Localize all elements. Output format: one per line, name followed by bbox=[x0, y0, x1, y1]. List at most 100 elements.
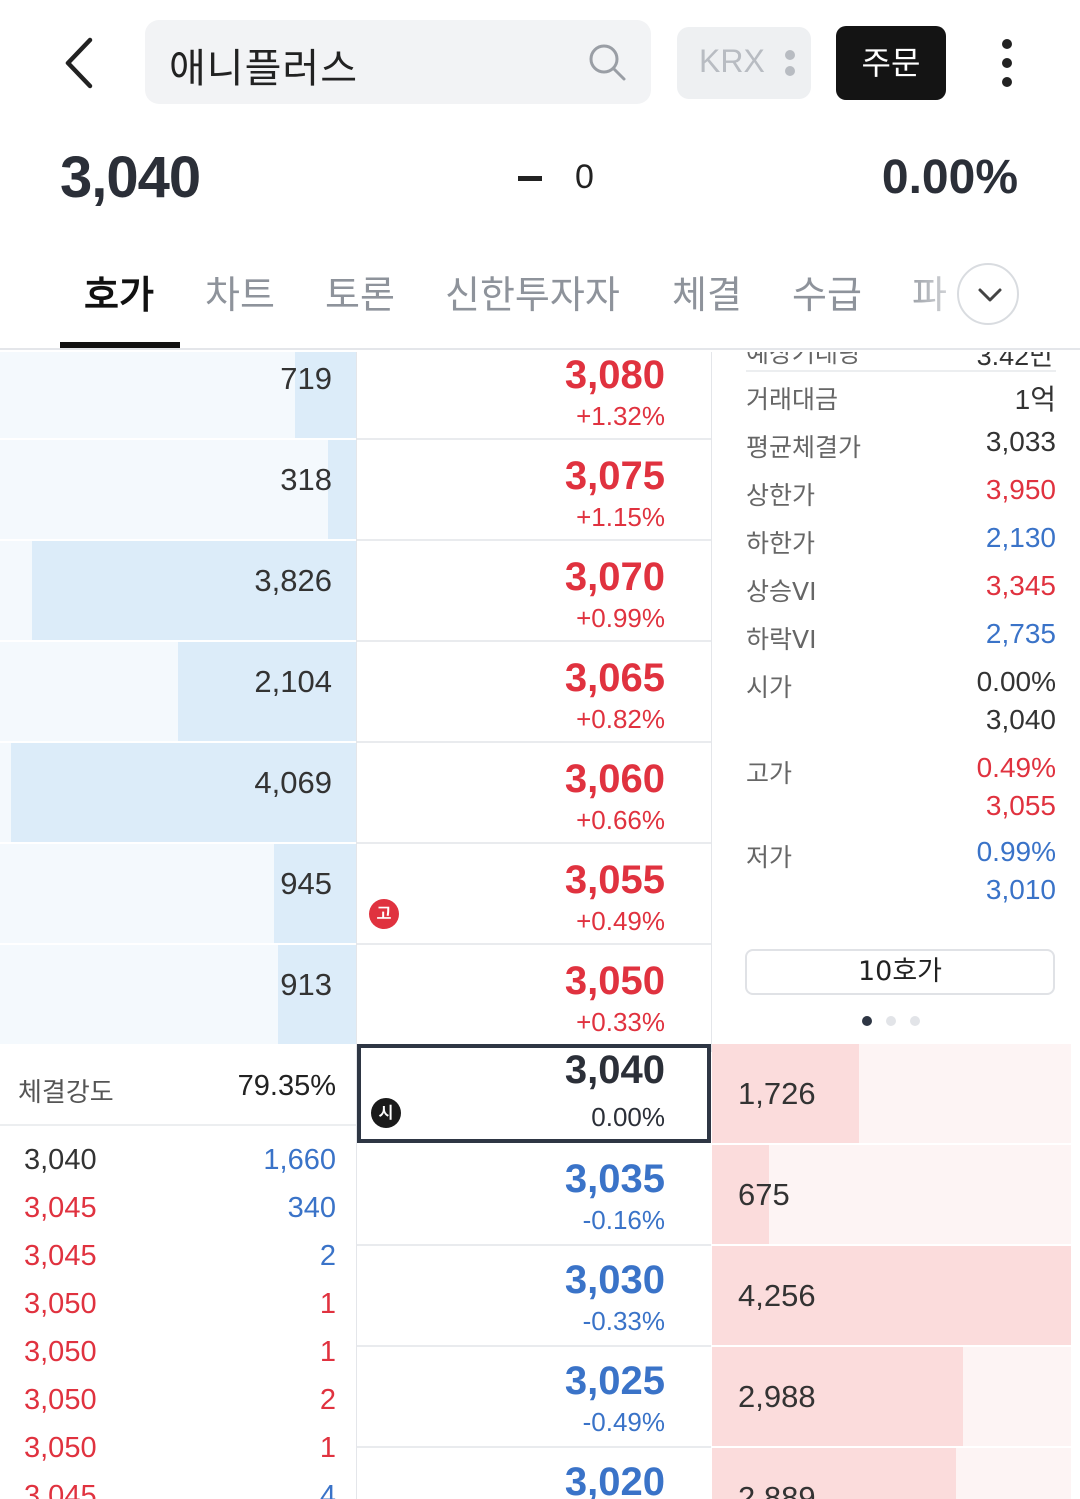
info-label: 저가 bbox=[746, 843, 793, 872]
strength-divider bbox=[0, 1124, 356, 1126]
price-change: 0 bbox=[575, 158, 594, 196]
info-label: 상승VI bbox=[746, 577, 817, 606]
current-price: 3,040 bbox=[60, 145, 201, 210]
more-menu-button[interactable] bbox=[990, 36, 1024, 92]
tab-discussion[interactable]: 토론 bbox=[325, 273, 395, 317]
current-price-cell[interactable]: 3,040 0.00% 시 bbox=[357, 1044, 711, 1143]
tab-chart[interactable]: 차트 bbox=[205, 273, 275, 317]
ask-volume-bar bbox=[11, 743, 356, 842]
trade-price: 3,050 bbox=[24, 1432, 97, 1464]
bid-row[interactable]: 4,256 bbox=[712, 1246, 1071, 1347]
search-value: 애니플러스 bbox=[169, 46, 358, 92]
ask-price-cell[interactable]: 3,060 +0.66% bbox=[357, 743, 711, 844]
trade-price: 3,045 bbox=[24, 1480, 97, 1499]
trade-quantity: 2 bbox=[319, 1240, 336, 1272]
pager-dot[interactable] bbox=[910, 1016, 920, 1026]
ask-price-percent: +0.66% bbox=[576, 805, 665, 835]
trade-quantity: 1 bbox=[319, 1336, 336, 1368]
bid-price-cell[interactable]: 3,030 -0.33% bbox=[357, 1246, 711, 1347]
ask-row[interactable]: 913 bbox=[0, 945, 356, 1046]
ask-quantity: 913 bbox=[280, 967, 332, 1002]
bid-price: 3,020 bbox=[564, 1460, 665, 1499]
bid-price: 3,030 bbox=[564, 1258, 665, 1302]
bid-row[interactable]: 675 bbox=[712, 1145, 1071, 1246]
panel-pager[interactable] bbox=[862, 1016, 932, 1030]
trade-quantity: 1 bbox=[319, 1288, 336, 1320]
top-bar: 애니플러스 KRX 주문 bbox=[0, 0, 1080, 124]
ask-row[interactable]: 719 bbox=[0, 352, 356, 440]
tabs-expand-button[interactable] bbox=[957, 263, 1019, 325]
ask-quantity: 318 bbox=[280, 462, 332, 497]
ten-level-button[interactable]: 10호가 bbox=[745, 949, 1055, 995]
bid-price: 3,025 bbox=[564, 1359, 665, 1403]
bid-row[interactable]: 1,726 bbox=[712, 1044, 1071, 1145]
ask-row[interactable]: 4,069 bbox=[0, 743, 356, 844]
ask-price-cell[interactable]: 3,050 +0.33% bbox=[357, 945, 711, 1046]
ask-price-percent: +1.15% bbox=[576, 502, 665, 532]
ask-price-cell[interactable]: 3,070 +0.99% bbox=[357, 541, 711, 642]
info-value: 2,130 bbox=[985, 522, 1056, 553]
info-value-expected-volume: 3.42만 bbox=[976, 352, 1054, 371]
bid-price-cell[interactable]: 3,035 -0.16% bbox=[357, 1145, 711, 1246]
info-value: 2,735 bbox=[985, 618, 1056, 649]
bid-price-cell[interactable]: 3,025 -0.49% bbox=[357, 1347, 711, 1448]
trade-price: 3,050 bbox=[24, 1336, 97, 1368]
pager-dot[interactable] bbox=[886, 1016, 896, 1026]
search-input[interactable]: 애니플러스 bbox=[145, 20, 651, 104]
bid-row[interactable]: 2,889 bbox=[712, 1448, 1071, 1499]
bid-price-percent: -0.33% bbox=[582, 1306, 665, 1336]
ask-price-cell[interactable]: 3,075 +1.15% bbox=[357, 440, 711, 541]
day-high-marker-icon: 고 bbox=[369, 899, 399, 929]
trade-price: 3,045 bbox=[24, 1240, 97, 1272]
ask-row[interactable]: 2,104 bbox=[0, 642, 356, 743]
bid-volume-bar bbox=[712, 1347, 963, 1446]
back-button[interactable] bbox=[56, 34, 106, 92]
ask-quantity: 719 bbox=[280, 361, 332, 396]
exchange-select-button[interactable]: KRX bbox=[677, 27, 811, 99]
bid-volume-bar bbox=[712, 1044, 859, 1143]
trade-price: 3,045 bbox=[24, 1192, 97, 1224]
info-value-pct: 0.00% bbox=[976, 666, 1056, 697]
tab-supply-demand[interactable]: 수급 bbox=[792, 273, 862, 317]
info-value-price: 3,040 bbox=[985, 704, 1056, 735]
bid-row[interactable]: 2,988 bbox=[712, 1347, 1071, 1448]
info-row-lower-vi: 하락VI 2,735 bbox=[746, 618, 1056, 660]
ask-volume-bar bbox=[328, 440, 356, 539]
ask-price-cell[interactable]: 3,080 +1.32% bbox=[357, 352, 711, 440]
back-arrow-icon bbox=[65, 37, 93, 89]
info-label: 거래대금 bbox=[746, 385, 839, 414]
order-button[interactable]: 주문 bbox=[836, 26, 946, 100]
bid-price-percent: -0.49% bbox=[582, 1407, 665, 1437]
tab-orderbook[interactable]: 호가 bbox=[84, 273, 154, 317]
tab-shinhan-investor[interactable]: 신한투자자 bbox=[445, 273, 620, 317]
pager-dot[interactable] bbox=[862, 1016, 872, 1026]
ask-price-percent: +1.32% bbox=[576, 401, 665, 431]
info-row-low: 저가 0.99% 3,010 bbox=[746, 836, 1056, 918]
trade-row: 3,050 1 bbox=[24, 1336, 336, 1384]
ask-row[interactable]: 3,826 bbox=[0, 541, 356, 642]
bid-quantity: 675 bbox=[738, 1177, 790, 1212]
trade-row: 3,050 1 bbox=[24, 1432, 336, 1480]
ask-quantity: 2,104 bbox=[254, 664, 332, 699]
ask-row[interactable]: 318 bbox=[0, 440, 356, 541]
ask-volume-bar bbox=[274, 844, 356, 943]
column-divider bbox=[356, 352, 357, 1499]
trade-quantity: 1,660 bbox=[263, 1144, 336, 1176]
ask-price-cell[interactable]: 3,065 +0.82% bbox=[357, 642, 711, 743]
search-icon[interactable] bbox=[587, 42, 627, 82]
unchanged-dash-icon bbox=[518, 176, 542, 181]
bid-quantity: 1,726 bbox=[738, 1076, 816, 1111]
info-row-upper-vi: 상승VI 3,345 bbox=[746, 570, 1056, 612]
current-price-percent: 0.00% bbox=[591, 1102, 665, 1132]
info-value-pct: 0.99% bbox=[976, 836, 1056, 867]
tab-executions[interactable]: 체결 bbox=[672, 273, 742, 317]
ask-price-cell[interactable]: 3,055 +0.49% 고 bbox=[357, 844, 711, 945]
bid-price-cell[interactable]: 3,020 bbox=[357, 1448, 711, 1499]
bid-volume-bar bbox=[712, 1246, 1071, 1345]
info-value-pct: 0.49% bbox=[976, 752, 1056, 783]
trade-row: 3,045 4 bbox=[24, 1480, 336, 1499]
bid-quantity: 4,256 bbox=[738, 1278, 816, 1313]
ask-price-percent: +0.49% bbox=[576, 906, 665, 936]
ask-volume-bar bbox=[295, 352, 356, 438]
ask-row[interactable]: 945 bbox=[0, 844, 356, 945]
